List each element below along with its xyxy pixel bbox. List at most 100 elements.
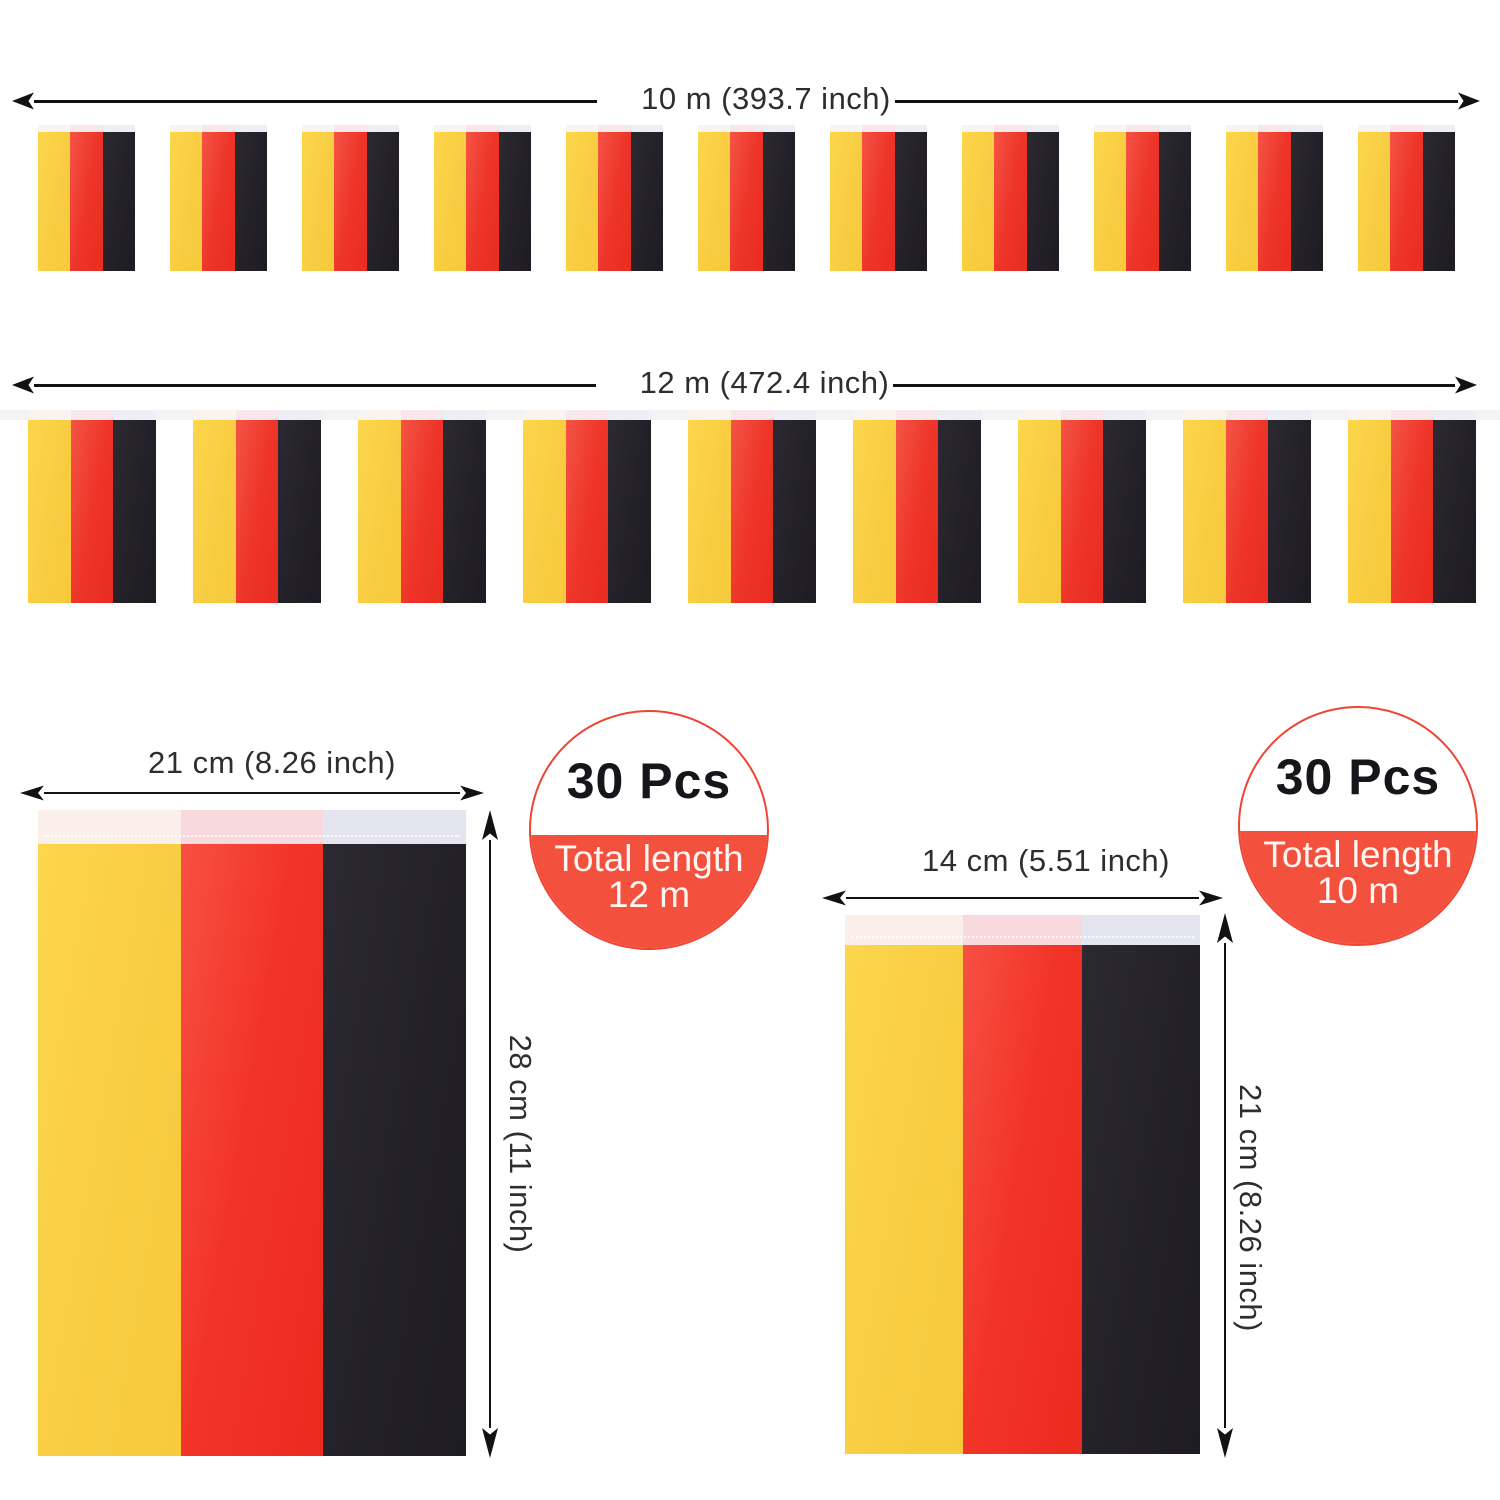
badge-total-length-line1: Total length — [554, 837, 744, 879]
german-flag-pennant — [566, 125, 663, 271]
flag-hanging-tape — [358, 410, 487, 420]
arrow-head-right-icon — [460, 785, 484, 801]
flag-stripe-black — [278, 420, 322, 603]
tape-over-red — [180, 810, 324, 844]
badge-pieces-label: 30 Pcs — [1275, 748, 1441, 805]
tape-over-black — [630, 125, 663, 132]
flag-stripe-black — [1103, 420, 1147, 603]
flag-stripe-red — [400, 420, 444, 603]
tape-over-black — [498, 125, 531, 132]
flag-stripe-red — [598, 132, 631, 271]
tape-over-black — [366, 125, 399, 132]
flag-body — [358, 420, 487, 603]
flag-hanging-tape — [1018, 410, 1147, 420]
tape-over-red — [466, 125, 499, 132]
flag-stripe-red — [1258, 132, 1291, 271]
dimension-arrow-10m: 10 m (393.7 inch) — [12, 81, 1481, 116]
tape-over-black — [323, 810, 467, 844]
flag-stripe-black — [113, 420, 157, 603]
tape-over-black — [1268, 410, 1312, 420]
flag-body — [1226, 132, 1323, 271]
arrow-line — [894, 99, 1459, 103]
badge-total-length: Total length 12 m — [531, 835, 767, 948]
arrow-line — [846, 896, 1199, 900]
tape-over-black — [1422, 125, 1455, 132]
flag-stripe-yellow — [688, 420, 731, 603]
tape-over-black — [234, 125, 267, 132]
tape-over-red — [963, 915, 1082, 945]
arrow-head-up-icon — [1217, 913, 1233, 943]
german-flag-pennant — [688, 410, 817, 603]
flag-stripe-yellow — [170, 132, 203, 271]
tape-over-yellow — [523, 410, 566, 420]
flag-stripe-red — [862, 132, 895, 271]
flag-hanging-tape — [688, 410, 817, 420]
tape-over-yellow — [358, 410, 401, 420]
tape-over-red — [598, 125, 631, 132]
flag-stripe-black — [1290, 132, 1323, 271]
arrow-head-left-icon — [12, 92, 34, 110]
german-flag-pennant — [28, 410, 157, 603]
tape-over-red — [334, 125, 367, 132]
tape-over-black — [1103, 410, 1147, 420]
arrow-line — [34, 99, 598, 103]
tape-over-yellow — [1358, 125, 1391, 132]
german-flag-pennant — [698, 125, 795, 271]
tape-over-black — [1081, 915, 1200, 945]
flag-hanging-tape — [962, 125, 1059, 132]
flag-hanging-tape — [523, 410, 652, 420]
tape-over-red — [202, 125, 235, 132]
flag-stripe-yellow — [38, 132, 71, 271]
german-flag-pennant — [1348, 410, 1477, 603]
tape-over-yellow — [845, 915, 964, 945]
flag-body — [962, 132, 1059, 271]
tape-over-yellow — [434, 125, 467, 132]
tape-over-red — [1390, 410, 1434, 420]
badge-30pcs-12m: 30 Pcs Total length 12 m — [529, 710, 769, 950]
flag-body — [193, 420, 322, 603]
flag-stripe-yellow — [698, 132, 731, 271]
tape-over-red — [1258, 125, 1291, 132]
right-flag-width-arrow — [822, 890, 1223, 906]
flag-body — [853, 420, 982, 603]
flag-stripe-black — [443, 420, 487, 603]
german-flag-pennant — [38, 125, 135, 271]
flag-hanging-tape — [38, 125, 135, 132]
flag-stripe-red — [334, 132, 367, 271]
tape-over-black — [1026, 125, 1059, 132]
tape-over-black — [113, 410, 157, 420]
left-flag-height-label: 28 cm (11 inch) — [503, 1034, 538, 1254]
arrow-line — [44, 791, 460, 795]
tape-over-red — [70, 125, 103, 132]
flag-stripe-black — [608, 420, 652, 603]
german-flag-pennant — [1183, 410, 1312, 603]
german-flag-pennant — [853, 410, 982, 603]
flag-stripe-yellow — [845, 945, 964, 1454]
german-flag-pennant — [358, 410, 487, 603]
german-flag-pennant — [193, 410, 322, 603]
arrow-line — [34, 383, 596, 387]
arrow-head-down-icon — [482, 1428, 498, 1458]
flag-body — [1348, 420, 1477, 603]
left-flag-height-arrow — [477, 810, 503, 1458]
tape-over-red — [1390, 125, 1423, 132]
flag-stripe-red — [565, 420, 609, 603]
german-flag-pennant — [170, 125, 267, 271]
tape-over-black — [773, 410, 817, 420]
flag-stripe-yellow — [1348, 420, 1391, 603]
flag-stripe-red — [202, 132, 235, 271]
badge-red-half — [1240, 830, 1476, 944]
badge-total-length: Total length 10 m — [1240, 831, 1476, 944]
flag-stripe-black — [1081, 945, 1200, 1454]
tape-over-red — [1126, 125, 1159, 132]
flag-stripe-yellow — [853, 420, 896, 603]
flag-stripe-red — [1390, 132, 1423, 271]
flag-string-12m — [0, 410, 1500, 603]
arrow-head-left-icon — [12, 376, 34, 394]
flag-body — [28, 420, 157, 603]
flag-stripe-black — [762, 132, 795, 271]
flag-stripe-yellow — [1358, 132, 1391, 271]
tape-over-yellow — [38, 125, 71, 132]
flag-hanging-tape — [830, 125, 927, 132]
